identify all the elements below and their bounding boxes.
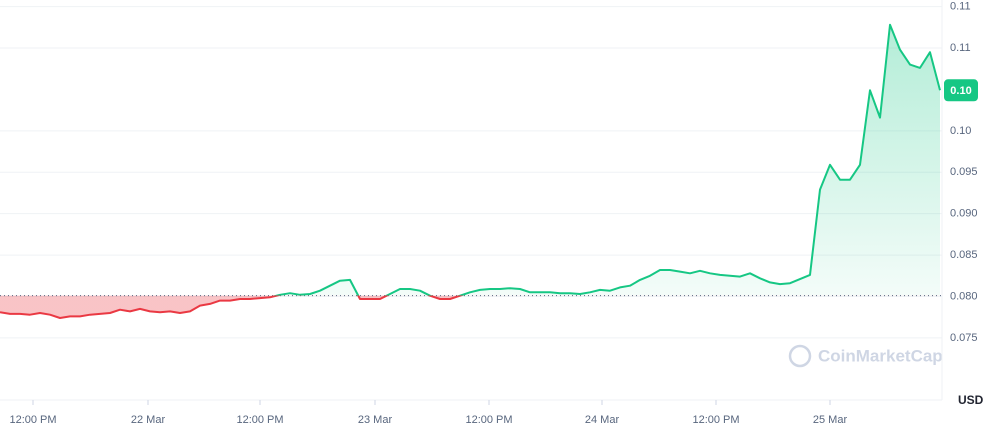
- x-tick-label: 12:00 PM: [236, 414, 283, 426]
- x-tick-label: 12:00 PM: [9, 414, 56, 426]
- y-tick-label: 0.085: [950, 249, 978, 261]
- watermark-group: CoinMarketCap: [788, 344, 943, 368]
- x-tick-label: 12:00 PM: [692, 414, 739, 426]
- y-tick-label: 0.095: [950, 166, 978, 178]
- currency-label: USD: [958, 393, 984, 407]
- x-tick-label: 24 Mar: [585, 414, 620, 426]
- y-tick-label: 0.11: [950, 42, 971, 54]
- price-area: [0, 24, 940, 319]
- watermark: CoinMarketCap: [818, 346, 943, 365]
- y-tick-label: 0.10: [950, 125, 971, 137]
- current-price-label: 0.10: [950, 85, 971, 97]
- y-tick-label: 0.080: [950, 290, 978, 302]
- watermark-logo: [788, 344, 812, 368]
- y-tick-label: 0.11: [950, 1, 971, 13]
- current-price-badge: [944, 79, 978, 102]
- x-tick-label: 23 Mar: [358, 414, 393, 426]
- x-tick-label: 22 Mar: [131, 414, 166, 426]
- price-line: [0, 23, 941, 319]
- x-tick-label: 25 Mar: [813, 414, 848, 426]
- y-tick-label: 0.075: [950, 332, 978, 344]
- y-tick-label: 0.090: [950, 208, 978, 220]
- x-tick-label: 12:00 PM: [465, 414, 512, 426]
